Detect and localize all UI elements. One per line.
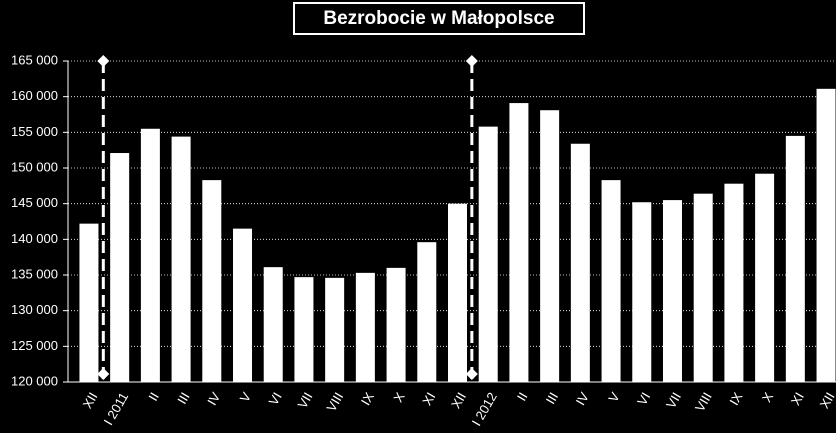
x-tick-label: III — [174, 390, 192, 407]
separator-marker — [465, 368, 478, 380]
bar — [785, 135, 805, 382]
y-tick-label: 120 000 — [11, 373, 58, 388]
x-tick-label: V — [605, 389, 622, 404]
bar — [202, 180, 222, 382]
y-tick-label: 150 000 — [11, 159, 58, 174]
bar — [79, 223, 99, 382]
x-tick-label: XII — [448, 390, 469, 411]
bar — [294, 277, 314, 382]
x-tick-label: IX — [726, 389, 745, 407]
x-tick-label: I 2012 — [469, 390, 500, 429]
bar — [140, 128, 160, 382]
separator-marker — [97, 368, 110, 380]
y-tick-label: 130 000 — [11, 302, 58, 317]
bar — [417, 242, 437, 382]
x-tick-label: IX — [358, 389, 377, 407]
y-tick-label: 135 000 — [11, 266, 58, 281]
x-tick-label: V — [237, 389, 254, 404]
bar — [386, 267, 406, 382]
x-tick-label: IV — [204, 389, 223, 407]
x-tick-label: II — [145, 390, 162, 404]
bar — [570, 143, 590, 382]
bar — [233, 228, 253, 382]
x-tick-label: III — [543, 390, 561, 407]
x-tick-label: XI — [419, 390, 438, 408]
x-tick-label: X — [390, 389, 407, 404]
x-tick-label: II — [514, 390, 531, 404]
bar — [693, 193, 713, 382]
y-tick-label: 165 000 — [11, 52, 58, 67]
x-tick-label: VIII — [692, 390, 715, 414]
bar — [632, 202, 652, 382]
chart-title: Bezrobocie w Małopolsce — [323, 8, 554, 29]
x-tick-label: VI — [634, 390, 653, 408]
bar — [171, 136, 191, 382]
bar — [355, 272, 375, 382]
y-tick-label: 160 000 — [11, 88, 58, 103]
bar — [263, 267, 283, 382]
x-tick-label: I 2011 — [101, 390, 132, 428]
bar — [724, 183, 744, 382]
y-tick-label: 140 000 — [11, 231, 58, 246]
bar — [755, 173, 775, 382]
x-tick-label: VI — [266, 390, 285, 408]
bar — [816, 88, 836, 382]
x-tick-label: IV — [573, 389, 592, 407]
separator-marker — [97, 55, 110, 67]
separator-marker — [465, 55, 478, 67]
bar — [509, 103, 529, 382]
bar — [478, 126, 498, 382]
x-tick-label: VII — [295, 390, 316, 411]
x-tick-label: X — [759, 389, 776, 404]
bar — [601, 180, 621, 382]
y-tick-label: 145 000 — [11, 195, 58, 210]
y-tick-label: 155 000 — [11, 124, 58, 139]
bar — [325, 277, 345, 382]
title-box — [293, 2, 585, 35]
x-tick-label: VIII — [323, 390, 346, 414]
bar — [540, 110, 560, 382]
x-tick-label: XI — [788, 390, 807, 408]
bar — [448, 203, 467, 382]
x-tick-label: XII — [817, 390, 836, 411]
bar — [110, 153, 130, 382]
x-tick-label: VII — [663, 390, 684, 411]
bar — [662, 200, 682, 382]
y-tick-label: 125 000 — [11, 338, 58, 353]
x-tick-label: XII — [80, 390, 101, 411]
